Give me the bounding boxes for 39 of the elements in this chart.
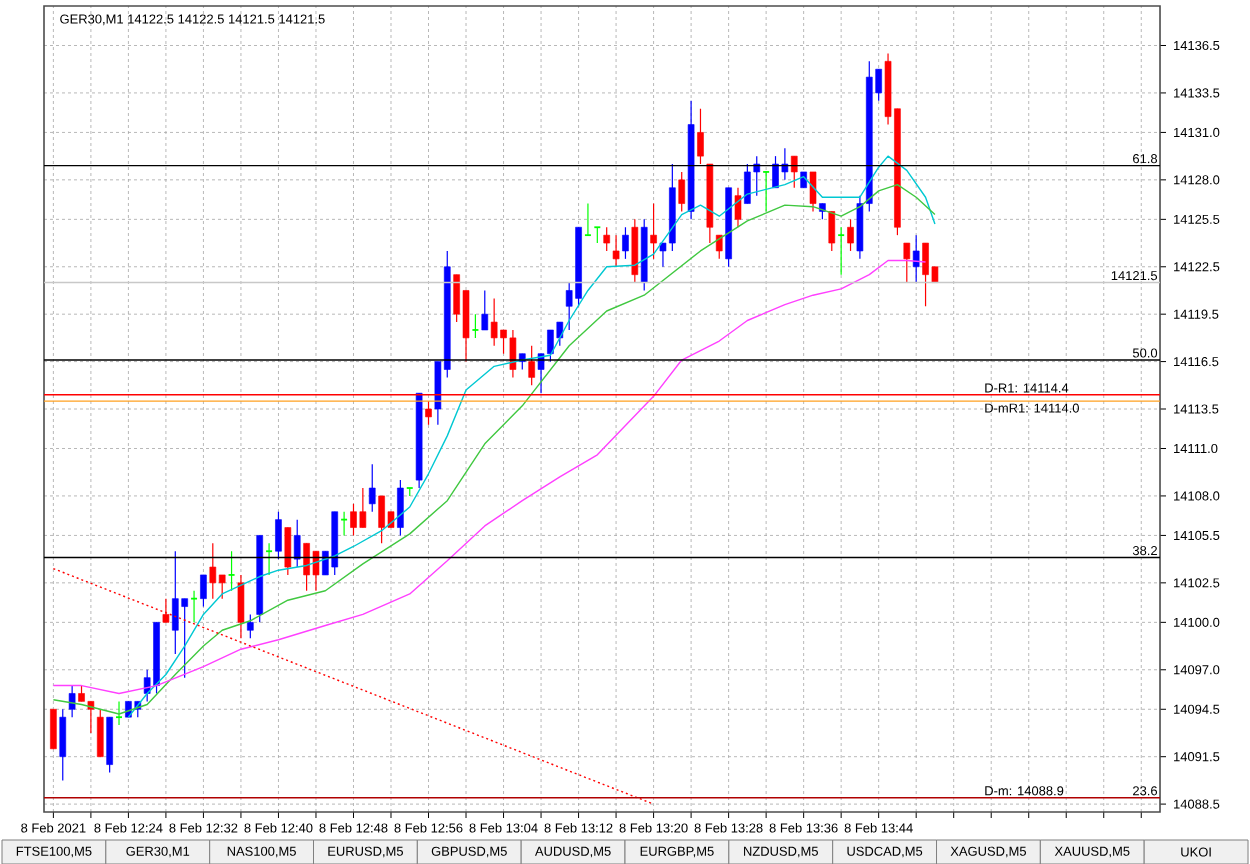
candlestick — [68, 684, 76, 718]
candlestick — [284, 526, 292, 576]
candlestick — [368, 463, 376, 513]
candlestick — [265, 542, 273, 576]
candlestick — [115, 700, 123, 726]
candlestick — [471, 313, 480, 339]
candlestick — [912, 234, 920, 284]
candlestick — [762, 171, 771, 213]
candlestick — [837, 226, 846, 276]
candlestick — [96, 708, 104, 758]
candlestick — [903, 242, 911, 284]
candlestick — [603, 226, 610, 252]
candlestick — [397, 479, 404, 537]
candlestick — [612, 234, 620, 268]
candlestick — [106, 716, 113, 774]
candlestick — [481, 289, 489, 331]
candlestick — [734, 187, 742, 228]
candlestick — [275, 511, 282, 560]
candlestick — [50, 708, 57, 750]
candlestick — [528, 345, 535, 386]
candlestick — [190, 590, 198, 623]
candlestick — [678, 171, 686, 213]
candlestick — [790, 155, 798, 189]
candlestick — [631, 218, 639, 284]
candlestick — [584, 202, 592, 237]
candlestick — [847, 218, 854, 252]
candlestick — [237, 574, 245, 639]
candlestick — [247, 613, 254, 639]
candlestick — [828, 210, 836, 252]
candlestick — [293, 519, 301, 568]
candlestick — [340, 511, 348, 537]
candlestick — [425, 400, 432, 426]
candlestick — [162, 598, 170, 623]
candlestick — [200, 574, 207, 608]
candlestick — [650, 202, 657, 260]
candlestick — [697, 108, 704, 165]
candlestick — [227, 550, 236, 592]
candlestick — [59, 708, 67, 781]
candlestick — [622, 226, 629, 260]
